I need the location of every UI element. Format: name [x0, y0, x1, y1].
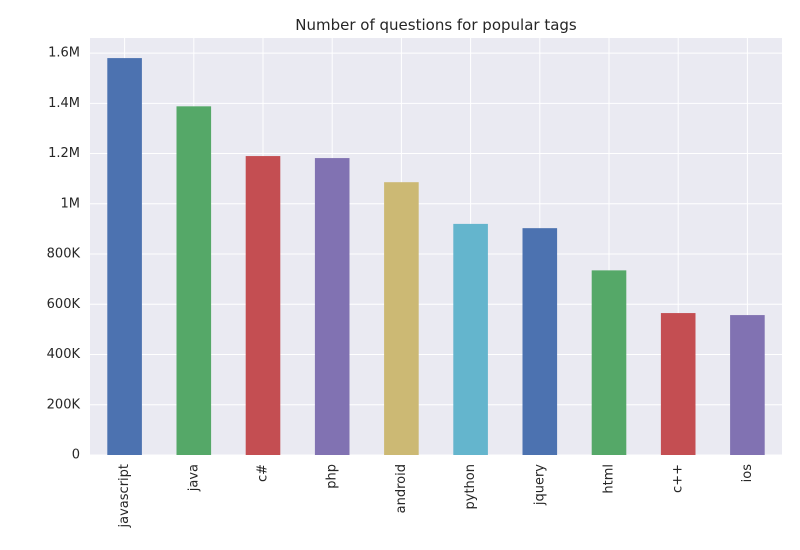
x-tick-label: javascript: [117, 464, 132, 528]
y-tick-label: 1.6M: [48, 46, 80, 61]
x-tick-label: html: [602, 464, 617, 494]
bar-ios: [730, 315, 765, 455]
y-tick-label: 400K: [47, 347, 81, 362]
x-tick-label: jquery: [532, 464, 547, 506]
y-tick-label: 1.2M: [48, 146, 80, 161]
bar-python: [453, 223, 488, 455]
bars: [107, 58, 765, 456]
chart-title: Number of questions for popular tags: [295, 16, 577, 34]
y-tick-label: 1.4M: [48, 96, 80, 111]
x-tick-label: python: [463, 464, 478, 509]
bar-android: [384, 182, 419, 455]
bar-c#: [245, 156, 281, 455]
y-tick-label: 600K: [47, 297, 81, 312]
bar-jquery: [522, 228, 558, 455]
x-tick-label: ios: [740, 464, 755, 483]
bar-javascript: [107, 58, 142, 456]
y-axis-ticks: 0 200K 400K 600K 800K 1M 1.2M 1.4M 1.6M: [47, 46, 81, 463]
y-tick-label: 0: [72, 448, 80, 463]
x-tick-label: php: [325, 464, 340, 489]
y-tick-label: 200K: [47, 397, 81, 412]
x-tick-label: java: [186, 464, 201, 492]
bar-html: [591, 270, 627, 455]
x-tick-label: android: [394, 464, 409, 513]
bar-c++: [660, 313, 696, 455]
y-tick-label: 800K: [47, 247, 81, 262]
y-tick-label: 1M: [61, 196, 81, 211]
x-axis-ticks: javascript java c# php android python jquery ht…: [117, 464, 755, 529]
x-tick-label: c++: [671, 464, 686, 493]
x-tick-label: c#: [256, 464, 271, 482]
bar-java: [176, 106, 212, 456]
bar-php: [314, 158, 350, 455]
